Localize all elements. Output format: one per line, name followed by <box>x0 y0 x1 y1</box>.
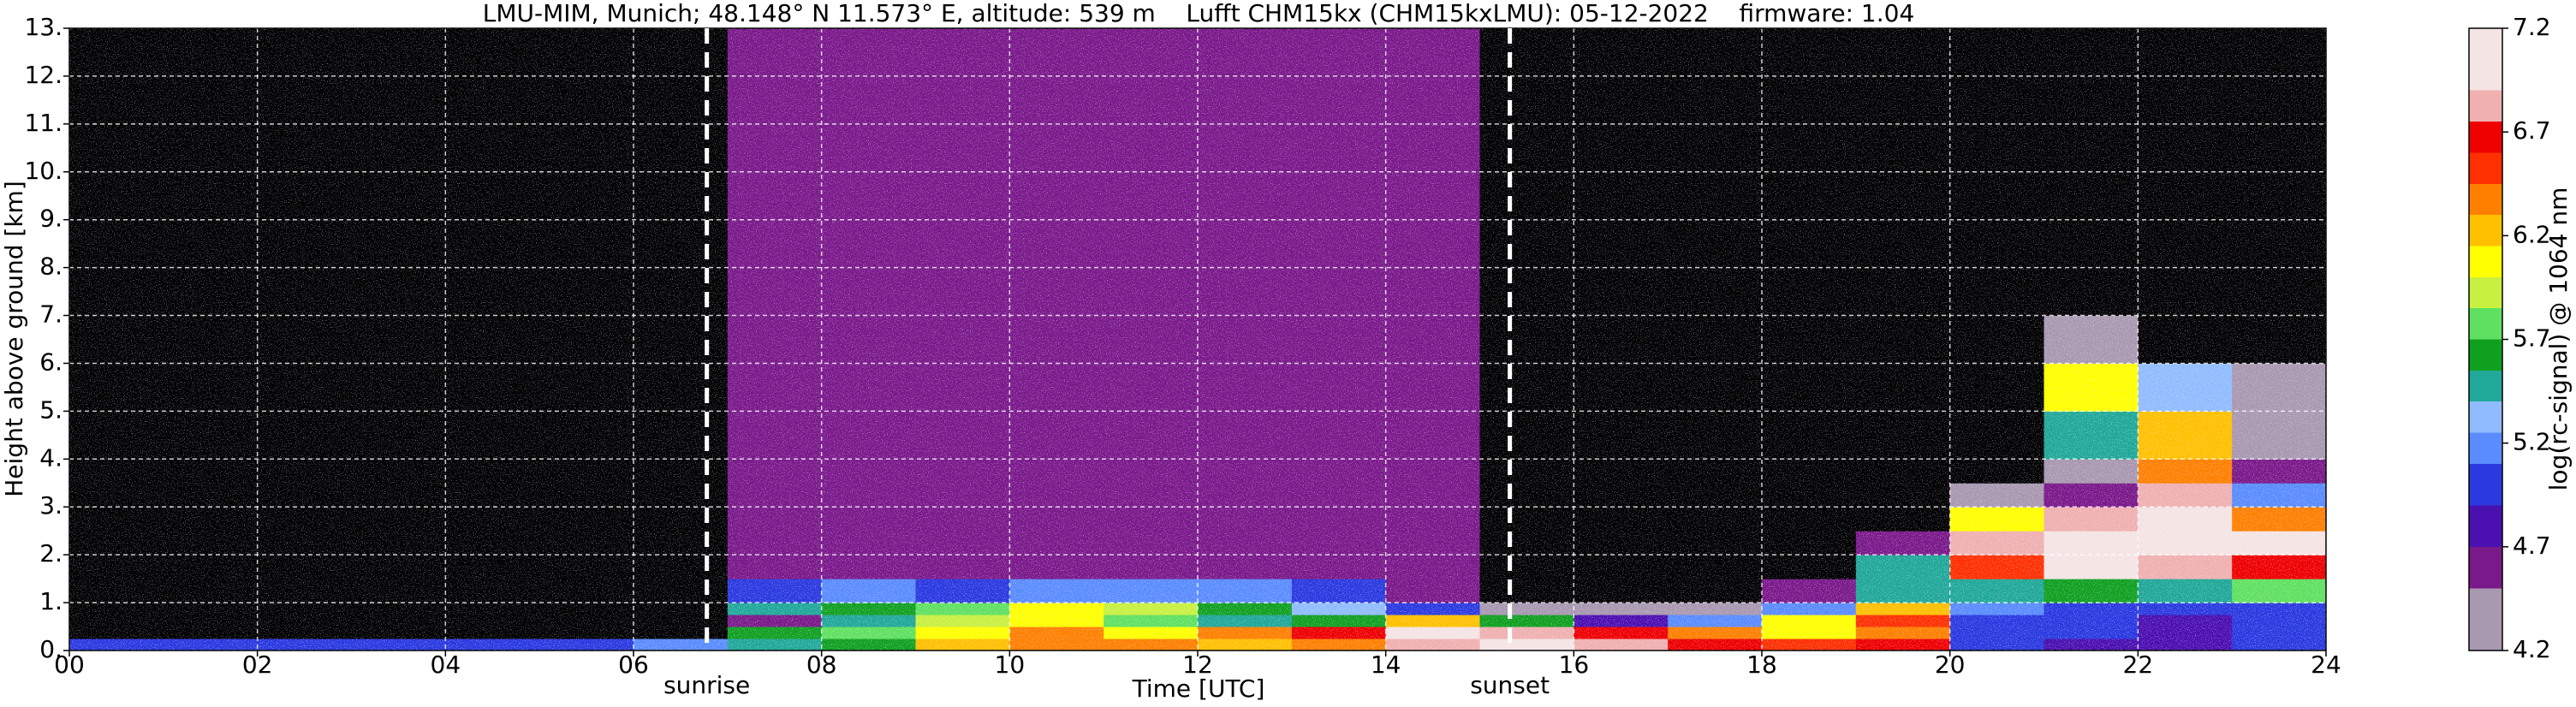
overlay: 0. 1. 2. 3. 4. 5. 6. 7. 8. 9. 10. 11. 12. 13. 00 02 04 06… <box>24 13 2550 699</box>
colorbar-tick-label: 4.7 <box>2513 532 2551 560</box>
x-tick-label: 12 <box>1182 651 1213 679</box>
colorbar-tick-label: 6.2 <box>2513 220 2551 248</box>
y-tick-label: 4. <box>39 443 62 472</box>
y-tick-label: 5. <box>39 395 62 424</box>
x-tick-label: 04 <box>431 651 461 679</box>
plot-frame <box>68 27 2327 651</box>
y-tick-label: 11. <box>24 109 62 137</box>
y-axis-label: Height above ground [km] <box>0 181 28 497</box>
colorbar <box>2468 27 2503 651</box>
annotation-label: sunset <box>1470 671 1550 699</box>
x-tick-label: 06 <box>618 651 649 679</box>
x-tick-label: 16 <box>1559 651 1590 679</box>
annotation-label: sunrise <box>663 671 750 699</box>
colorbar-tick-label: 6.7 <box>2513 116 2551 145</box>
y-tick-label: 12. <box>24 61 62 89</box>
x-tick-label: 22 <box>2123 651 2154 679</box>
x-tick-label: 20 <box>1935 651 1966 679</box>
y-tick-label: 7. <box>39 300 62 329</box>
y-tick-label: 13. <box>24 13 62 41</box>
x-tick-label: 02 <box>242 651 273 679</box>
x-tick-label: 00 <box>54 651 85 679</box>
y-tick-label: 1. <box>39 587 62 615</box>
y-tick-label: 0. <box>39 635 62 663</box>
y-tick-label: 6. <box>39 348 62 376</box>
x-tick-label: 14 <box>1371 651 1401 679</box>
x-tick-label: 24 <box>2311 651 2341 679</box>
y-tick-label: 9. <box>39 205 62 233</box>
colorbar-tick-label: 5.2 <box>2513 428 2551 456</box>
y-tick-label: 10. <box>24 157 62 185</box>
x-tick-label: 18 <box>1746 651 1777 679</box>
x-tick-label: 10 <box>995 651 1026 679</box>
y-tick-label: 2. <box>39 539 62 567</box>
colorbar-tick-label: 7.2 <box>2513 13 2551 41</box>
chart-title: LMU-MIM, Munich; 48.148° N 11.573° E, al… <box>483 0 1915 27</box>
y-tick-label: 8. <box>39 253 62 281</box>
y-tick-label: 3. <box>39 491 62 520</box>
colorbar-tick-label: 5.7 <box>2513 324 2551 353</box>
x-axis-label: Time [UTC] <box>1132 674 1265 703</box>
colorbar-tick-label: 4.2 <box>2513 635 2551 663</box>
colorbar-label: log(rc-signal) @ 1064 nm <box>2544 187 2573 491</box>
x-tick-label: 08 <box>806 651 837 679</box>
